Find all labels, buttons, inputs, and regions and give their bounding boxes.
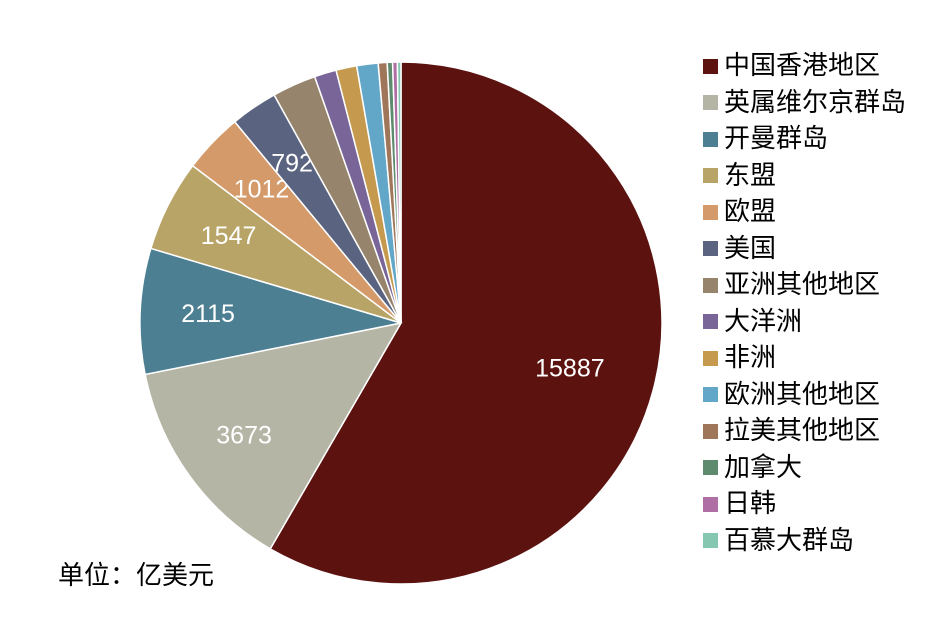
legend-swatch: [703, 95, 718, 111]
legend-label: 日韩: [724, 489, 777, 520]
legend-swatch: [703, 314, 718, 330]
legend-item: 欧盟: [703, 194, 906, 231]
slice-data-label: 15887: [535, 354, 605, 382]
legend-item: 拉美其他地区: [703, 413, 906, 450]
legend-label: 亚洲其他地区: [724, 270, 881, 301]
legend-item: 百慕大群岛: [703, 523, 906, 560]
legend-label: 欧盟: [724, 197, 777, 228]
legend-swatch: [703, 131, 718, 147]
legend-item: 中国香港地区: [703, 48, 906, 85]
legend-swatch: [703, 204, 718, 220]
legend-item: 非洲: [703, 340, 906, 377]
legend-item: 亚洲其他地区: [703, 267, 906, 304]
pie-slice: [139, 247, 402, 376]
legend-label: 大洋洲: [724, 306, 803, 337]
pie-slice: [396, 61, 402, 324]
legend-item: 开曼群岛: [703, 121, 906, 158]
slice-data-label: 2115: [181, 300, 235, 328]
legend-label: 加拿大: [724, 452, 803, 483]
legend-swatch: [703, 460, 718, 476]
legend-label: 东盟: [724, 160, 777, 191]
legend: 中国香港地区 英属维尔京群岛 开曼群岛东盟欧盟美国亚洲其他地区 大洋洲非洲欧洲其他地区…: [703, 48, 906, 559]
legend-item: 英属维尔京群岛: [703, 85, 906, 122]
legend-swatch: [703, 277, 718, 293]
legend-swatch: [703, 168, 718, 184]
legend-swatch: [703, 58, 718, 74]
pie-slice: [144, 321, 403, 550]
legend-label: 开曼群岛: [724, 124, 829, 155]
legend-item: 加拿大: [703, 450, 906, 487]
legend-swatch: [703, 423, 718, 439]
slice-data-label: 3673: [216, 422, 272, 450]
legend-label: 英属维尔京群岛: [724, 87, 907, 118]
legend-item: 东盟: [703, 158, 906, 195]
legend-item: 日韩: [703, 486, 906, 523]
slice-data-label: 792: [271, 150, 313, 178]
pie-slice: [269, 61, 663, 585]
legend-swatch: [703, 241, 718, 257]
legend-label: 美国: [724, 233, 777, 264]
legend-label: 拉美其他地区: [724, 416, 881, 447]
unit-label: 单位：亿美元: [58, 561, 215, 591]
legend-swatch: [703, 533, 718, 549]
legend-swatch: [703, 350, 718, 366]
legend-swatch: [703, 387, 718, 403]
legend-item: 美国: [703, 231, 906, 268]
slice-data-label: 1547: [201, 222, 257, 250]
legend-label: 非洲: [724, 343, 777, 374]
legend-label: 欧洲其他地区: [724, 379, 881, 410]
legend-item: 欧洲其他地区: [703, 377, 906, 414]
legend-label: 中国香港地区: [724, 51, 881, 82]
legend-label: 百慕大群岛: [724, 525, 855, 556]
legend-swatch: [703, 496, 718, 512]
slice-data-label: 1012: [234, 175, 290, 203]
legend-item: 大洋洲: [703, 304, 906, 341]
